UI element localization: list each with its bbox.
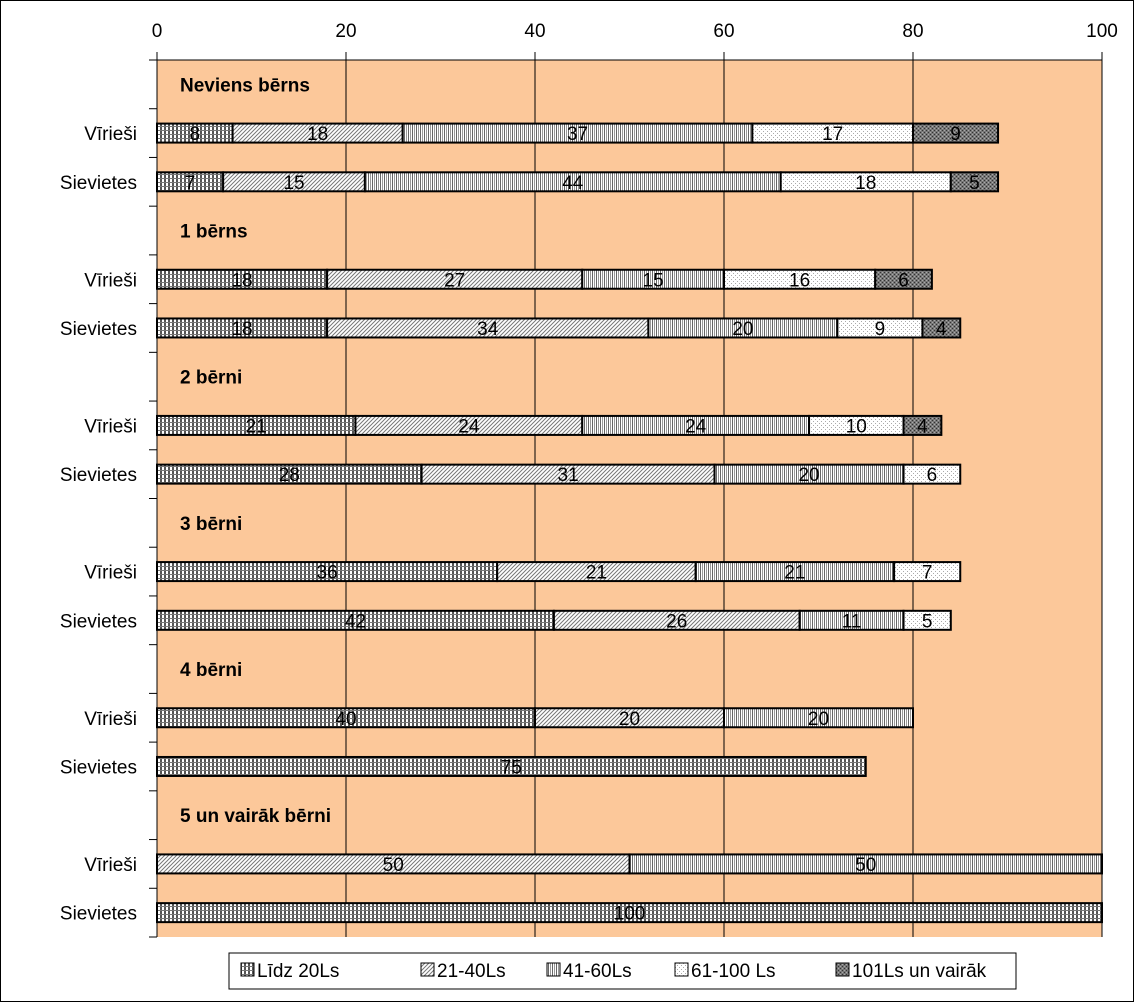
group-label: 4 bērni	[180, 660, 242, 681]
bar-segment	[874, 268, 933, 290]
legend-swatch	[674, 962, 689, 977]
bar-value-label: 4	[917, 416, 928, 437]
bar-value-label: 16	[789, 270, 810, 291]
bar-value-label: 20	[798, 465, 819, 486]
row-label: Vīrieši	[84, 270, 137, 291]
legend-label: 21-40Ls	[437, 961, 506, 982]
legend-label: 101Ls un vairāk	[852, 961, 987, 982]
legend-label: 41-60Ls	[563, 961, 632, 982]
bar-value-label: 24	[458, 416, 480, 437]
bar-value-label: 17	[822, 124, 843, 145]
x-tick-label-60: 60	[713, 21, 734, 42]
group-label: 3 bērni	[180, 514, 242, 535]
gridlines	[156, 60, 1103, 937]
row-label: Sievietes	[60, 757, 137, 778]
row-label: Sievietes	[60, 173, 137, 194]
bar-value-label: 15	[283, 173, 304, 194]
bar-segment	[723, 707, 914, 729]
bar-value-label: 10	[846, 416, 867, 437]
category-labels: Neviens bērns Vīrieši Sievietes 1 bērns Vīri…	[60, 75, 331, 924]
bar-value-label: 21	[586, 563, 607, 584]
bar-value-label: 20	[619, 709, 640, 730]
bar-segment	[902, 414, 943, 436]
group-label: 1 bērns	[180, 222, 248, 243]
bar-value-label: 50	[855, 855, 876, 876]
bar-value-label: 11	[842, 611, 862, 632]
bar-value-label: 28	[279, 465, 300, 486]
x-tick-label-100: 100	[1086, 21, 1118, 42]
x-axis: 0 20 40 60 80 100	[149, 21, 1118, 938]
bar-value-label: 24	[685, 416, 707, 437]
x-tick-label-20: 20	[335, 21, 356, 42]
bar-value-label: 9	[950, 124, 961, 145]
row-label: Vīrieši	[84, 709, 137, 730]
legend-box	[228, 952, 1017, 990]
bar-value-label: 6	[898, 270, 909, 291]
bar-value-label: 34	[477, 319, 499, 340]
bar-value-label: 7	[185, 173, 196, 194]
legend-swatch	[420, 962, 435, 977]
bar-segment	[902, 463, 962, 485]
row-label: Vīrieši	[84, 416, 137, 437]
row-label: Sievietes	[60, 319, 137, 340]
bar-value-label: 18	[231, 270, 252, 291]
bar-segment	[902, 609, 952, 631]
bar-segment	[912, 122, 1000, 144]
bar-value-label: 18	[231, 319, 252, 340]
bar-value-label: 7	[922, 563, 933, 584]
group-label: Neviens bērns	[180, 75, 310, 96]
bar-value-label: 6	[927, 465, 938, 486]
legend-label: 61-100 Ls	[691, 961, 776, 982]
row-label: Sievietes	[60, 465, 137, 486]
bar-value-label: 27	[444, 270, 465, 291]
row-label: Sievietes	[60, 904, 137, 925]
bar-value-label: 5	[922, 611, 933, 632]
bar-value-label: 36	[317, 563, 338, 584]
bar-segment	[156, 902, 1103, 924]
legend-swatch	[835, 962, 850, 977]
x-tick-label-80: 80	[902, 21, 923, 42]
bar-value-label: 31	[558, 465, 579, 486]
bar-value-label: 20	[732, 319, 753, 340]
bar-segment	[921, 317, 962, 339]
bar-value-label: 15	[643, 270, 664, 291]
row-label: Sievietes	[60, 611, 137, 632]
x-tick-label-40: 40	[524, 21, 545, 42]
row-label: Vīrieši	[84, 855, 137, 876]
bar-value-label: 44	[562, 173, 584, 194]
bar-value-label: 37	[567, 124, 588, 145]
legend-label: Līdz 20Ls	[257, 961, 339, 982]
bar-value-label: 20	[808, 709, 829, 730]
bar-segment	[893, 561, 962, 583]
legend: Līdz 20Ls 21-40Ls 41-60Ls 61-100 Ls 101Ls un…	[228, 952, 1017, 990]
legend-swatch	[546, 962, 561, 977]
group-label: 5 un vairāk bērni	[180, 806, 331, 827]
bar-value-label: 5	[969, 173, 980, 194]
bar-value-label: 50	[383, 855, 404, 876]
bar-value-label: 18	[307, 124, 328, 145]
bars: 8 18 37 17 9 7 15 44 18 5 18 27 15 16 6 18 34 20 9 4 21 24 24 1…	[156, 122, 1103, 925]
bar-value-label: 40	[335, 709, 356, 730]
bar-value-label: 26	[666, 611, 687, 632]
bar-value-label: 100	[614, 904, 646, 925]
bar-value-label: 21	[784, 563, 805, 584]
row-label: Vīrieši	[84, 124, 137, 145]
bar-value-label: 42	[345, 611, 366, 632]
bar-value-label: 18	[855, 173, 876, 194]
plot-area	[157, 60, 1102, 937]
bar-segment	[628, 853, 1103, 875]
bar-value-label: 9	[875, 319, 886, 340]
bar-value-label: 8	[190, 124, 201, 145]
legend-swatch	[240, 962, 255, 977]
bar-segment	[949, 171, 1000, 193]
row-label: Vīrieši	[84, 563, 137, 584]
bar-segment	[156, 755, 867, 777]
bar-value-label: 75	[501, 757, 522, 778]
bar-value-label: 4	[936, 319, 947, 340]
group-label: 2 bērni	[180, 368, 242, 389]
x-tick-label-0: 0	[152, 21, 163, 42]
bar-value-label: 21	[246, 416, 267, 437]
